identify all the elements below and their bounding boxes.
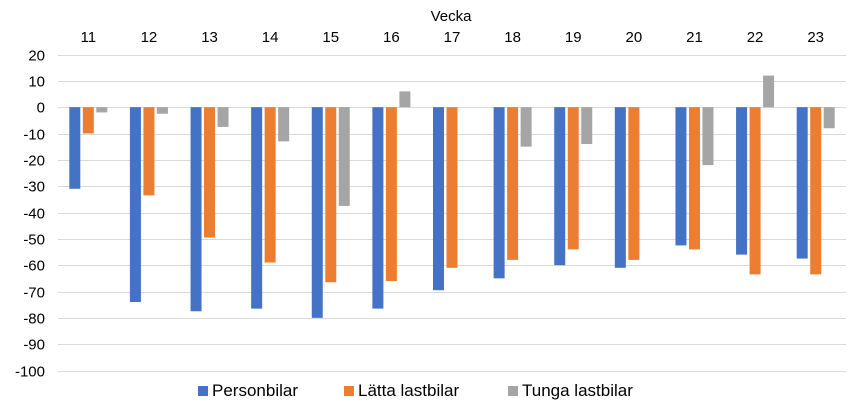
bar — [204, 107, 216, 238]
x-tick-label: 22 — [747, 29, 764, 46]
y-tick-label: -60 — [23, 258, 45, 275]
y-tick-label: -70 — [23, 285, 45, 302]
bar — [264, 107, 276, 263]
x-tick-label: 18 — [504, 29, 521, 46]
x-tick-labels: 11 12 13 14 15 16 17 18 19 20 21 22 23 — [81, 29, 825, 46]
bar — [129, 107, 141, 303]
bar — [251, 107, 263, 309]
bar — [69, 107, 81, 189]
bar — [628, 107, 640, 260]
x-tick-label: 12 — [141, 29, 158, 46]
bars — [69, 75, 835, 318]
bar — [372, 107, 384, 309]
legend-label: Tunga lastbilar — [522, 381, 633, 400]
x-tick-label: 19 — [565, 29, 582, 46]
bar — [385, 107, 397, 281]
bar — [520, 107, 532, 147]
bar — [446, 107, 458, 268]
bar — [278, 107, 290, 142]
bar — [749, 107, 761, 275]
x-tick-label: 16 — [383, 29, 400, 46]
x-axis-title: Vecka — [431, 8, 473, 25]
x-tick-label: 21 — [686, 29, 703, 46]
y-tick-label: 10 — [28, 74, 45, 91]
bar — [96, 107, 108, 113]
bar — [507, 107, 519, 260]
legend: Personbilar Lätta lastbilar Tunga lastbila… — [198, 381, 633, 400]
y-tick-label: -50 — [23, 232, 45, 249]
bar — [581, 107, 593, 145]
x-tick-label: 14 — [262, 29, 279, 46]
legend-swatch — [508, 386, 518, 396]
bar — [554, 107, 566, 266]
bar — [614, 107, 626, 268]
bar — [493, 107, 505, 279]
bar — [325, 107, 337, 283]
bar — [763, 75, 775, 108]
x-tick-label: 20 — [626, 29, 643, 46]
bar — [702, 107, 714, 166]
bar — [399, 91, 411, 108]
bar — [567, 107, 579, 250]
bar — [156, 107, 168, 114]
legend-label: Personbilar — [212, 381, 298, 400]
y-tick-label: -30 — [23, 179, 45, 196]
y-tick-label: -20 — [23, 153, 45, 170]
y-tick-label: 20 — [28, 48, 45, 65]
bar — [82, 107, 94, 134]
legend-label: Lätta lastbilar — [358, 381, 459, 400]
bar — [190, 107, 202, 312]
y-tick-label: -10 — [23, 127, 45, 144]
legend-swatch — [344, 386, 354, 396]
y-tick-label: -90 — [23, 337, 45, 354]
y-tick-label: -40 — [23, 206, 45, 223]
bar — [143, 107, 155, 196]
x-tick-label: 11 — [81, 29, 97, 46]
bar — [688, 107, 700, 250]
y-tick-labels: 20 10 0 -10 -20 -30 -40 -50 -60 -70 -80 -90 -100 — [15, 48, 45, 381]
y-tick-label: -100 — [15, 364, 45, 381]
x-tick-label: 17 — [444, 29, 461, 46]
bar — [675, 107, 687, 246]
bar — [736, 107, 748, 255]
bar — [796, 107, 808, 259]
bar — [823, 107, 835, 129]
bar — [217, 107, 229, 127]
y-tick-label: 0 — [37, 100, 45, 117]
bar — [311, 107, 323, 318]
x-tick-label: 13 — [201, 29, 218, 46]
legend-swatch — [198, 386, 208, 396]
bar — [338, 107, 350, 206]
x-tick-label: 23 — [807, 29, 824, 46]
y-tick-label: -80 — [23, 311, 45, 328]
bar — [433, 107, 444, 291]
x-tick-label: 15 — [322, 29, 339, 46]
bar — [810, 107, 822, 275]
